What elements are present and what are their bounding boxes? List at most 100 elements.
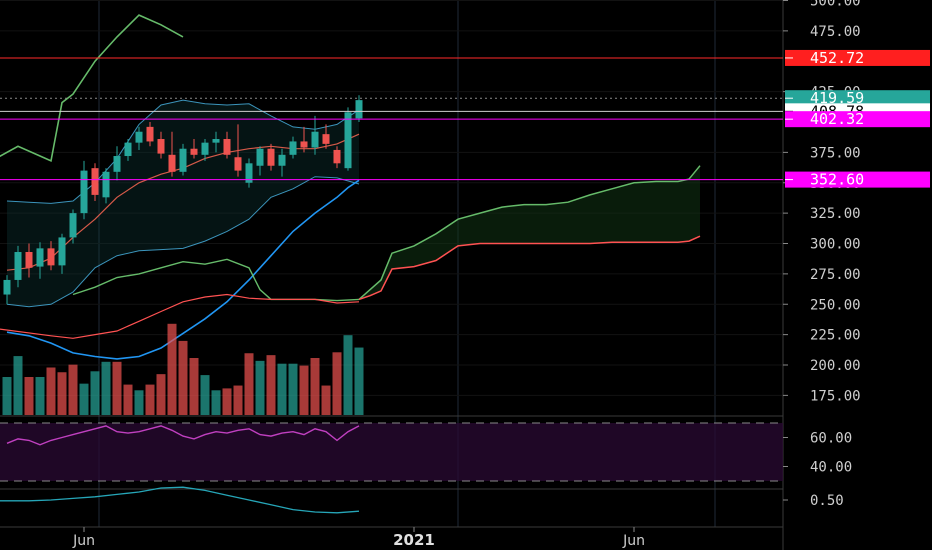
volume-bar: [222, 388, 232, 415]
bollinger-lower: [6, 176, 360, 308]
candle: [36, 242, 44, 279]
volume-bar: [101, 361, 111, 415]
candle: [80, 160, 88, 220]
candle-body: [190, 148, 198, 155]
candle: [14, 245, 22, 288]
volume-bar: [134, 390, 144, 415]
candle-body: [256, 148, 264, 166]
candle: [311, 115, 319, 155]
volume-bar: [112, 361, 122, 415]
volume-bar: [277, 363, 287, 415]
leading-span-b: [358, 235, 701, 301]
rsi-tick-label: 60.00: [810, 431, 852, 447]
candle: [190, 139, 198, 159]
candle: [25, 243, 33, 278]
candle-body: [212, 139, 220, 143]
candle-body: [179, 148, 187, 172]
candle-body: [278, 154, 286, 166]
candle: [333, 146, 341, 169]
candle: [58, 233, 66, 274]
candle-body: [245, 163, 253, 183]
volume-bar: [233, 385, 243, 415]
price-tag: 352.60: [785, 171, 930, 189]
volume-bar: [178, 340, 188, 415]
bollinger-upper: [6, 99, 360, 204]
price-tick-label: 175.00: [810, 388, 861, 404]
candle: [47, 241, 55, 271]
price-tick-label: 250.00: [810, 297, 861, 313]
candle-body: [344, 112, 352, 169]
candle: [256, 146, 264, 176]
candle-body: [157, 139, 165, 154]
price-tag-box: [785, 90, 930, 107]
candle: [245, 158, 253, 188]
volume-bar: [79, 383, 89, 415]
time-tick-label: Jun: [72, 533, 95, 549]
volume-bar: [68, 364, 78, 415]
volume-bar: [266, 355, 276, 415]
candle: [179, 143, 187, 176]
candle-body: [146, 126, 154, 142]
candle-body: [135, 131, 143, 143]
price-tick-label: 275.00: [810, 267, 861, 283]
candle-body: [14, 252, 22, 280]
volume-bar: [57, 372, 67, 415]
price-tag: 452.72: [785, 49, 930, 67]
time-axis[interactable]: Jun 2021 Jun: [72, 527, 645, 549]
candle: [168, 131, 176, 177]
candle: [113, 146, 121, 181]
candle-body: [113, 156, 121, 172]
candle: [223, 131, 231, 159]
volume-bar: [321, 385, 331, 415]
candle-body: [36, 248, 44, 267]
price-tag-box: [785, 49, 930, 66]
price-tick-label: 200.00: [810, 358, 861, 374]
bollinger-fill: [7, 100, 359, 307]
volume-bar: [189, 358, 199, 415]
background-layer: [0, 0, 784, 550]
candle-body: [322, 134, 330, 144]
volume-bar: [332, 352, 342, 415]
price-tick-label: 300.00: [810, 237, 861, 253]
volume-bar: [13, 356, 23, 415]
oscillator-line: [0, 486, 360, 514]
volume-bar: [123, 384, 133, 415]
candle: [69, 209, 77, 244]
ichimoku-cloud: [359, 165, 700, 300]
price-tag-label: 419.59: [810, 89, 864, 107]
candle: [267, 143, 275, 171]
candle: [322, 124, 330, 149]
price-tick-label: 475.00: [810, 24, 861, 40]
price-tag-label: 402.32: [810, 110, 864, 128]
candle-body: [333, 149, 341, 164]
time-tick-label: Jun: [622, 533, 645, 549]
candle-body: [58, 237, 66, 266]
volume-bar: [167, 323, 177, 415]
candle-body: [168, 154, 176, 172]
green-line-early: [0, 14, 184, 163]
candle: [146, 122, 154, 147]
candle: [212, 131, 220, 153]
candle-body: [91, 168, 99, 195]
candle: [157, 131, 165, 159]
price-tag: 402.32: [785, 110, 930, 128]
price-tag-box: [785, 171, 930, 188]
volume-bar: [35, 377, 45, 415]
rsi-line: [6, 425, 360, 446]
volume-bar: [343, 335, 353, 415]
candle-body: [69, 213, 77, 238]
candle-body: [3, 279, 11, 295]
volume-bar: [299, 365, 309, 415]
candle-body: [289, 141, 297, 155]
rsi-tick-label: 40.00: [810, 460, 852, 476]
candle-body: [25, 252, 33, 268]
candle-body: [223, 139, 231, 155]
volume-bar: [156, 374, 166, 415]
price-axis[interactable]: 500.00475.00425.00375.00350.00325.00300.…: [783, 0, 861, 509]
candle-body: [102, 171, 110, 198]
green-line: [72, 258, 360, 302]
candle-body: [300, 141, 308, 148]
candle-body: [201, 142, 209, 155]
